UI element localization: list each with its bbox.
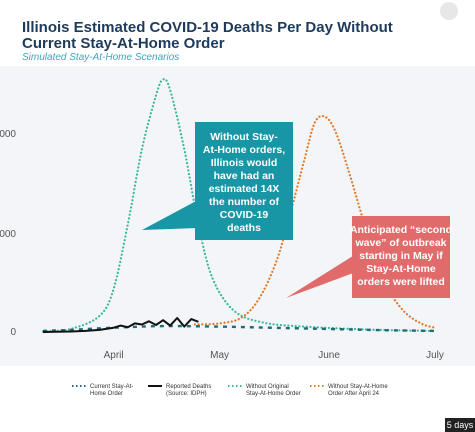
legend-label: Current Stay-At-Home Order (90, 384, 133, 397)
x-tick-label: May (210, 350, 229, 361)
page-subtitle: Simulated Stay-At-Home Scenarios (22, 52, 180, 63)
chart-legend: Current Stay-At-Home Order Reported Death… (72, 384, 388, 397)
callout-line: Anticipated “second (350, 224, 452, 236)
callout-teal-text: Without Stay-At-Home orders, Illinois wou… (203, 131, 285, 234)
series-layer (41, 77, 437, 333)
callout-line: wave” of outbreak (354, 237, 446, 249)
callout-red-box (352, 216, 450, 298)
series-line-without-original (41, 77, 437, 333)
x-tick-label: April (104, 350, 124, 361)
y-tick-label: 0 (10, 327, 16, 338)
callout-line: estimated 14X (209, 183, 280, 195)
time-badge: 5 days (445, 418, 475, 432)
series-line-reported (42, 317, 199, 333)
x-tick-label: June (318, 350, 340, 361)
callout-line: Stay-At-Home (366, 263, 436, 275)
y-tick-label: 000 (0, 229, 16, 240)
help-icon[interactable] (440, 2, 458, 20)
x-axis-ticks: April May June July (104, 350, 444, 361)
callout-line: orders were lifted (357, 276, 445, 288)
series-line-after-april24 (193, 114, 437, 329)
callout-line: Without Stay- (210, 131, 278, 143)
page-title: Illinois Estimated COVID-19 Deaths Per D… (22, 19, 393, 52)
callout-teal-pointer (142, 200, 198, 230)
y-tick-label: 000 (0, 129, 16, 140)
callout-line: the number of (209, 196, 280, 208)
legend-label: Reported Deaths (Source: IDPH) (166, 384, 211, 397)
callout-line: deaths (227, 222, 261, 234)
callout-red-text: Anticipated “second wave” of outbreak star… (350, 224, 452, 288)
callout-line: Illinois would (211, 157, 278, 169)
callout-red-pointer (286, 254, 356, 298)
callout-line: have had an (214, 170, 275, 182)
callout-line: At-Home orders, (203, 144, 285, 156)
callout-teal-box (195, 122, 293, 240)
callout-red: Anticipated “second wave” of outbreak star… (286, 216, 452, 298)
legend-label: Without Stay-At-Home Order After April 24 (328, 384, 388, 397)
x-tick-label: July (426, 350, 444, 361)
callout-line: COVID-19 (220, 209, 269, 221)
callout-line: starting in May if (359, 250, 443, 262)
legend-label: Without Original Stay-At-Home Order (246, 384, 301, 397)
callout-teal: Without Stay-At-Home orders, Illinois wou… (142, 122, 293, 240)
series-line-current (42, 324, 436, 333)
